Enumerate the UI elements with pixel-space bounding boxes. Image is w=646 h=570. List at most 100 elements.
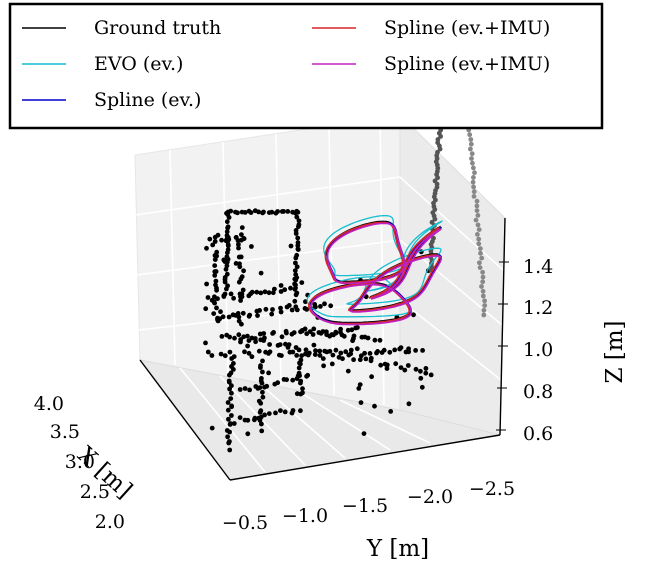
cloud-point: [291, 330, 297, 335]
cloud-point: [278, 408, 283, 413]
cloud-point: [269, 209, 275, 215]
cloud-point: [221, 257, 227, 263]
cloud-point: [333, 347, 339, 353]
cloud-point: [379, 350, 385, 355]
cloud-point: [289, 307, 295, 313]
back-left-pane: [134, 114, 401, 411]
cloud-point: [225, 434, 231, 440]
grid-line: [179, 367, 266, 473]
cloud-point: [307, 329, 313, 334]
cloud-point: [240, 287, 246, 293]
cloud-point: [239, 232, 244, 238]
cloud-point: [225, 400, 231, 405]
cloud-point: [420, 348, 425, 353]
grid-line: [379, 117, 385, 406]
cloud-point: [245, 431, 251, 437]
cloud-point: [481, 307, 487, 313]
cloud-point: [260, 394, 266, 400]
z-tick-label: 0.6: [523, 423, 553, 445]
cloud-point: [214, 287, 220, 293]
cloud-point: [432, 216, 438, 222]
cloud-point: [304, 307, 310, 312]
cloud-point: [320, 356, 326, 361]
cloud-point: [205, 349, 211, 355]
cloud-point: [261, 331, 267, 336]
cloud-point: [212, 263, 218, 268]
cloud-point: [278, 305, 283, 311]
cloud-point: [255, 386, 261, 391]
cloud-point: [294, 353, 300, 358]
x-tick-label: 4.0: [34, 393, 64, 415]
grid-line: [399, 299, 502, 381]
cloud-point: [470, 179, 476, 185]
cloud-point: [246, 350, 252, 356]
cloud-point: [351, 357, 356, 363]
cloud-point: [242, 349, 247, 355]
cloud-point: [218, 351, 224, 357]
cloud-point: [294, 264, 300, 270]
cloud-point: [259, 380, 265, 386]
cloud-point: [313, 304, 318, 310]
cloud-point: [324, 349, 330, 355]
y-axis-label: Y [m]: [366, 536, 429, 562]
cloud-point: [207, 236, 213, 242]
cloud-point: [237, 415, 243, 420]
cloud-point: [226, 314, 232, 320]
cloud-point: [257, 410, 263, 415]
cloud-point: [241, 268, 247, 274]
x-axis-line: [139, 359, 231, 481]
cloud-point: [263, 306, 269, 312]
cloud-point: [357, 357, 363, 363]
cloud-point: [219, 237, 225, 243]
cloud-point: [222, 291, 228, 297]
z-tick-label: 0.8: [523, 381, 553, 403]
cloud-point: [292, 268, 298, 273]
cloud-point: [480, 288, 486, 294]
cloud-point: [255, 313, 260, 318]
cloud-point: [231, 367, 236, 372]
cloud-point: [355, 325, 360, 330]
cloud-point: [481, 312, 487, 318]
cloud-point: [471, 175, 476, 180]
cloud-point: [378, 362, 384, 368]
cloud-point: [242, 386, 248, 391]
cloud-point: [226, 237, 232, 242]
back-right-pane: [399, 113, 506, 436]
cloud-point: [259, 428, 265, 434]
cloud-point: [283, 341, 288, 347]
cloud-point: [388, 409, 394, 414]
cloud-point: [278, 289, 284, 294]
cloud-point: [261, 209, 266, 215]
cloud-point: [346, 352, 352, 358]
legend-entry: Spline (ev.+IMU): [312, 53, 550, 75]
cloud-point: [226, 215, 232, 220]
cloud-point: [285, 345, 291, 350]
cloud-point: [284, 377, 289, 383]
cloud-point: [227, 447, 233, 453]
cloud-point: [213, 278, 219, 284]
legend-label: Spline (ev.): [94, 89, 201, 111]
cloud-point: [288, 243, 294, 249]
cloud-point: [272, 286, 277, 292]
grid-line: [136, 239, 401, 276]
y-axis-line: [229, 434, 501, 481]
cloud-point: [384, 362, 390, 368]
cloud-point: [406, 349, 412, 355]
cloud-point: [279, 353, 284, 358]
cloud-point: [237, 264, 243, 270]
cloud-point: [238, 337, 244, 342]
cloud-point: [224, 229, 230, 235]
cloud-point: [247, 312, 253, 318]
cloud-point: [239, 225, 245, 231]
legend-label: Spline (ev.+IMU): [384, 17, 550, 39]
cloud-point: [229, 356, 235, 361]
cloud-point: [474, 198, 480, 204]
cloud-point: [468, 137, 474, 142]
cloud-point: [233, 261, 239, 266]
y-tick-label: −2.5: [469, 478, 515, 500]
cloud-point: [348, 347, 354, 353]
cloud-point: [298, 408, 303, 414]
x-tick-label: 2.0: [95, 511, 125, 533]
cloud-point: [321, 363, 326, 369]
cloud-point: [245, 333, 250, 339]
